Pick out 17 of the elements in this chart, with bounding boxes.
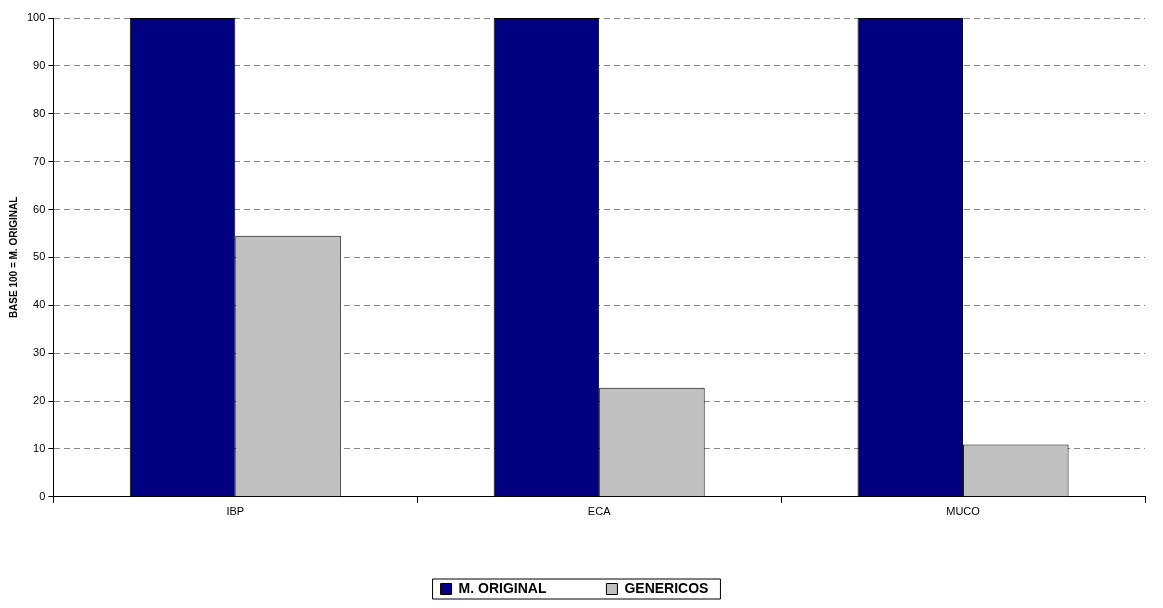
y-tick-label: 0 bbox=[39, 489, 46, 502]
x-tick-label: MUCO bbox=[946, 505, 981, 518]
y-tick-label: 10 bbox=[33, 441, 46, 454]
y-tick-label: 40 bbox=[33, 298, 46, 311]
y-tick-label: 80 bbox=[33, 106, 46, 119]
y-tick-label: 30 bbox=[33, 346, 46, 359]
legend-label: M. ORIGINAL bbox=[458, 579, 547, 596]
legend-label: GENERICOS bbox=[624, 579, 709, 596]
y-tick-label: 20 bbox=[33, 394, 46, 407]
y-axis-title: BASE 100 = M. ORIGINAL bbox=[7, 196, 19, 319]
y-tick-label: 50 bbox=[33, 250, 46, 263]
x-tick-label: ECA bbox=[587, 505, 612, 518]
y-tick-label: 90 bbox=[33, 58, 46, 71]
y-tick-label: 60 bbox=[33, 202, 46, 215]
x-tick-label: IBP bbox=[226, 505, 245, 518]
y-tick-label: 70 bbox=[33, 154, 46, 167]
y-tick-label: 100 bbox=[26, 11, 46, 24]
